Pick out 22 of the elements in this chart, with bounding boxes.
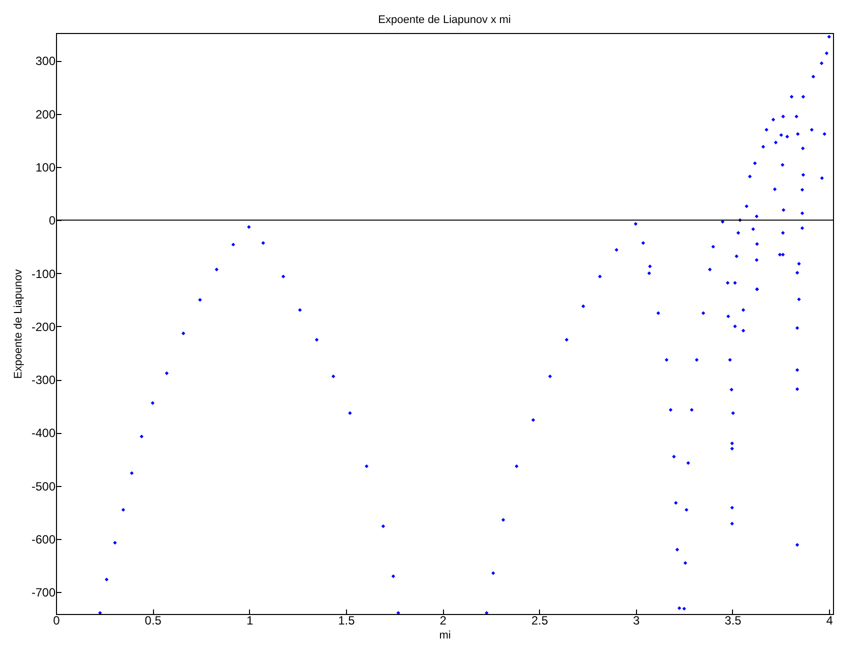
x-tick-label: 2.5 (531, 614, 548, 628)
y-tick-label: -200 (31, 320, 56, 334)
y-tick-label: -600 (31, 532, 56, 547)
y-tick-label: -400 (31, 426, 56, 440)
y-tick-label: -100 (31, 266, 56, 281)
x-tick-label: 1.5 (338, 614, 356, 628)
y-tick-label: 0 (48, 214, 56, 228)
x-tick-label: 2 (440, 614, 447, 628)
x-axis-title: mi (439, 630, 451, 642)
x-tick-label: 4 (826, 614, 834, 628)
y-tick-label: 200 (35, 107, 56, 122)
y-tick-label: 100 (35, 160, 56, 174)
y-tick-label: -700 (31, 586, 56, 600)
x-tick-label: 3.5 (724, 614, 742, 628)
x-tick-label: 0.5 (144, 614, 162, 628)
y-tick-label: -300 (31, 373, 56, 388)
y-axis-title: Expoente de Liapunov (12, 268, 24, 379)
y-tick-label: 300 (35, 54, 56, 68)
chart-title: Expoente de Liapunov x mi (378, 14, 511, 26)
x-tick-label: 3 (633, 614, 640, 628)
x-tick-label: 1 (246, 614, 254, 628)
y-tick-label: -500 (31, 479, 56, 494)
